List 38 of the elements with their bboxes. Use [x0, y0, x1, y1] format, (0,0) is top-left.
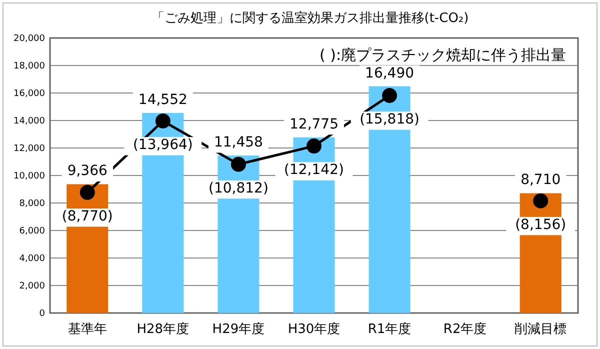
- x-tick-label: R1年度: [368, 321, 412, 337]
- annotation: ( ):廃プラスチック焼却に伴う排出量: [319, 46, 566, 64]
- data-label: 11,458: [214, 134, 263, 150]
- y-tick-label: 4,000: [19, 254, 46, 264]
- x-tick-label: 基準年: [68, 322, 107, 337]
- x-tick-label: H29年度: [212, 321, 265, 337]
- y-tick-label: 0: [39, 309, 46, 320]
- x-tick-label: H28年度: [136, 321, 190, 337]
- y-tick-label: 14,000: [14, 116, 46, 127]
- x-tick-label: H30年度: [288, 321, 340, 337]
- point: [80, 184, 95, 200]
- y-tick-label: 2,000: [19, 282, 46, 292]
- point: [155, 113, 170, 128]
- data-label: (8,770): [62, 208, 113, 224]
- data-label: 9,366: [67, 163, 108, 180]
- point: [533, 193, 548, 208]
- y-tick-label: 6,000: [19, 226, 46, 237]
- y-tick-label: 12,000: [14, 144, 46, 154]
- y-tick-label: 8,000: [19, 199, 46, 210]
- x-tick-label: 削減目標: [514, 322, 567, 337]
- chart-title: 「ごみ処理」に関する温室効果ガス排出量推移(t-CO₂): [151, 10, 469, 26]
- x-tick-label: R2年度: [443, 321, 487, 337]
- y-tick-label: 16,000: [14, 89, 46, 100]
- y-tick-label: 20,000: [14, 34, 46, 44]
- data-label: (15,818): [360, 112, 420, 128]
- data-label: 14,552: [138, 92, 188, 108]
- data-label: (12,142): [284, 162, 344, 178]
- data-label: (8,156): [515, 216, 566, 233]
- data-label: 16,490: [365, 65, 414, 82]
- y-tick-label: 18,000: [14, 62, 46, 72]
- y-tick-label: 10,000: [14, 172, 46, 182]
- point: [230, 156, 246, 172]
- data-label: (10,812): [208, 180, 268, 196]
- data-label: (13,964): [132, 136, 193, 153]
- point: [306, 138, 322, 154]
- data-label: 8,710: [520, 172, 561, 188]
- point: [382, 88, 398, 104]
- data-label: 12,775: [290, 116, 338, 132]
